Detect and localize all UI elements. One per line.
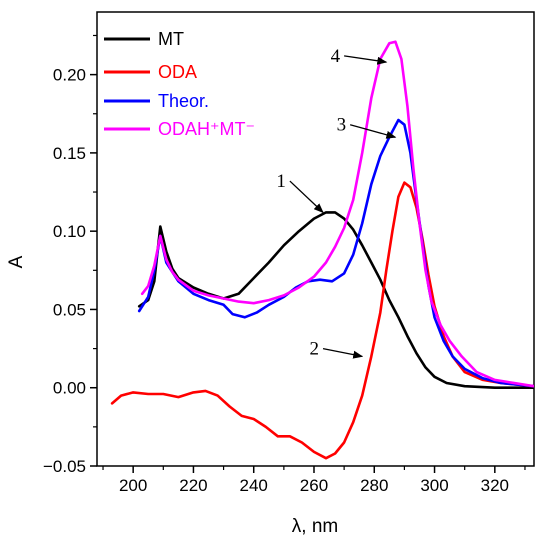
x-tick-label: 260 xyxy=(300,476,328,495)
y-tick-label: 0.05 xyxy=(53,300,86,319)
x-tick-label: 200 xyxy=(119,476,147,495)
x-tick-label: 280 xyxy=(360,476,388,495)
legend-item-oda: ODA xyxy=(104,62,197,82)
annotation-label-4: 4 xyxy=(331,46,341,67)
y-axis-ticks: −0.05 0.00 0.05 0.10 0.15 0.20 xyxy=(43,34,97,476)
y-tick-label: 0.20 xyxy=(53,66,86,85)
x-axis-title: λ, nm xyxy=(292,516,338,537)
y-tick-label: 0.00 xyxy=(53,379,86,398)
annotation-label-3: 3 xyxy=(337,115,347,136)
legend: MT ODA Theor. ODAH⁺MT⁻ xyxy=(104,29,255,139)
series-line-3 xyxy=(137,118,534,388)
curve-annotations: 1 2 3 4 xyxy=(276,46,397,360)
x-tick-label: 220 xyxy=(179,476,207,495)
x-tick-label: 240 xyxy=(240,476,268,495)
series-line-1 xyxy=(137,211,534,389)
series-lines xyxy=(110,40,534,460)
y-tick-label: 0.15 xyxy=(53,144,86,163)
legend-label-oda: ODA xyxy=(158,62,197,82)
legend-label-odahmt: ODAH⁺MT⁻ xyxy=(158,119,255,139)
legend-item-mt: MT xyxy=(104,29,184,49)
series-line-2 xyxy=(110,181,534,460)
legend-item-odahmt: ODAH⁺MT⁻ xyxy=(104,119,255,139)
legend-item-theor: Theor. xyxy=(104,91,209,111)
annotation-arrow-2 xyxy=(322,347,364,359)
legend-label-theor: Theor. xyxy=(158,91,209,111)
x-axis-ticks: 200 220 240 260 280 300 320 xyxy=(102,466,526,495)
x-tick-label: 320 xyxy=(481,476,509,495)
plot-frame xyxy=(96,11,535,467)
annotation-label-2: 2 xyxy=(310,339,320,360)
annotation-arrow-3 xyxy=(349,124,397,139)
series-line-4 xyxy=(140,40,534,388)
y-tick-label: 0.10 xyxy=(53,222,86,241)
y-axis-title: A xyxy=(6,255,27,268)
annotation-arrow-1 xyxy=(289,180,324,214)
y-tick-label: −0.05 xyxy=(43,457,86,476)
x-tick-label: 300 xyxy=(420,476,448,495)
annotation-arrow-4 xyxy=(344,55,388,65)
legend-label-mt: MT xyxy=(158,29,184,49)
annotation-label-1: 1 xyxy=(276,171,286,192)
